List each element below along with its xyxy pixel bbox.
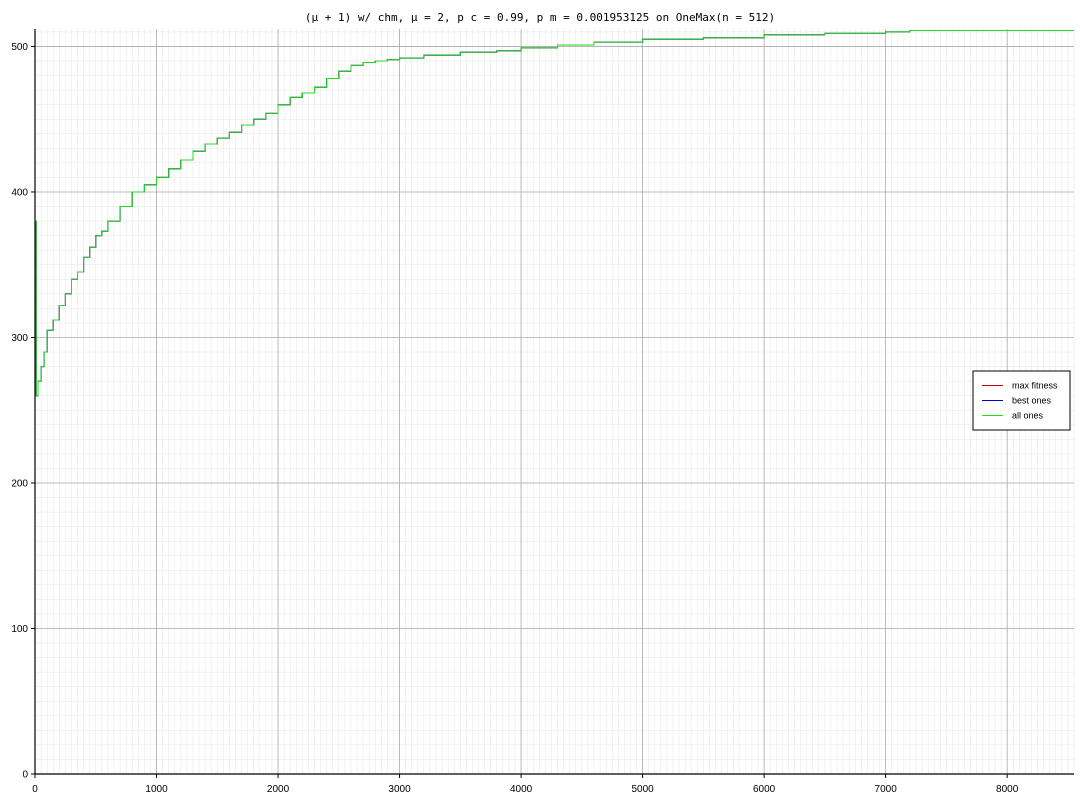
x-tick-label: 3000 — [388, 784, 411, 795]
legend-entry-all-ones: all ones — [982, 411, 1044, 421]
legend-label-best-ones: best ones — [1012, 396, 1052, 406]
tick-labels: 0 1000 2000 3000 4000 5000 6000 7000 8000 0 100 200… — [11, 42, 1018, 795]
y-tick-label: 200 — [11, 478, 28, 489]
y-tick-label: 500 — [11, 42, 28, 53]
x-tick-label: 7000 — [875, 784, 898, 795]
legend-box — [972, 370, 1071, 431]
axes — [31, 29, 1074, 778]
series-lines — [35, 30, 1074, 397]
x-tick-label: 0 — [32, 784, 38, 795]
y-tick-label: 0 — [22, 770, 28, 781]
legend-label-all-ones: all ones — [1012, 411, 1044, 421]
legend: max fitness best ones all ones — [972, 370, 1071, 431]
x-tick-label: 8000 — [996, 784, 1019, 795]
legend-label-max-fitness: max fitness — [1012, 381, 1058, 391]
x-tick-label: 4000 — [510, 784, 533, 795]
legend-entry-max-fitness: max fitness — [982, 381, 1058, 391]
x-tick-label: 1000 — [145, 784, 168, 795]
y-tick-label: 300 — [11, 333, 28, 344]
x-tick-label: 6000 — [753, 784, 776, 795]
legend-entry-best-ones: best ones — [982, 396, 1052, 406]
chart-title: (μ + 1) w/ chm, μ = 2, p c = 0.99, p m =… — [305, 11, 775, 24]
series-line-all-ones — [35, 30, 1074, 397]
y-tick-label: 400 — [11, 187, 28, 198]
x-tick-label: 5000 — [631, 784, 654, 795]
x-tick-label: 2000 — [267, 784, 290, 795]
y-tick-label: 100 — [11, 624, 28, 635]
